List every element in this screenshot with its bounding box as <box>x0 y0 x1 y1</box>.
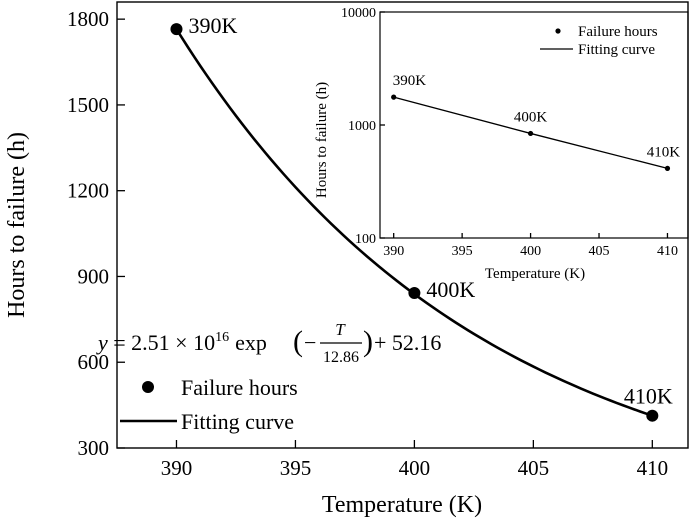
inset-y-tick-label: 100 <box>355 232 376 247</box>
main-y-tick-label: 1800 <box>67 7 109 31</box>
main-point-labels: 390K 400K 410K <box>188 13 672 409</box>
main-point <box>646 409 659 422</box>
main-y-tick-label: 900 <box>78 264 110 288</box>
inset-y-tick-label: 10000 <box>341 6 376 21</box>
fit-equation: y = 2.51 × 1016 exp ( − T 12.86 ) + 52.16 <box>96 320 441 366</box>
inset-legend: Failure hours Fitting curve <box>540 24 658 58</box>
inset-x-tick-label: 395 <box>452 244 473 259</box>
inset-legend-marker <box>555 28 561 34</box>
inset-point <box>664 165 671 171</box>
inset-plot: 390 395 400 405 410 100 1000 10000 390K 400K 410… <box>314 6 689 282</box>
inset-x-tick-label: 400 <box>520 244 541 259</box>
main-y-tick-label: 1500 <box>67 93 109 117</box>
inset-point-label: 390K <box>393 73 427 89</box>
equation-exp-func: exp <box>235 330 267 355</box>
equation-minus: − <box>304 330 316 355</box>
inset-point-labels: 390K 400K 410K <box>393 73 681 160</box>
equation-coefficient: = 2.51 × 10 <box>108 330 215 355</box>
equation-denominator: 12.86 <box>323 349 359 366</box>
main-x-tick-label: 400 <box>399 456 431 480</box>
main-x-tick-label: 410 <box>637 456 669 480</box>
main-x-tick-label: 405 <box>518 456 550 480</box>
inset-point <box>527 130 534 137</box>
inset-y-tick-label: 1000 <box>348 119 376 134</box>
inset-legend-label-curve: Fitting curve <box>578 42 655 58</box>
main-point-label: 400K <box>426 277 475 302</box>
main-x-tick-label: 390 <box>161 456 193 480</box>
main-point-label: 390K <box>188 13 237 38</box>
equation-numerator: T <box>335 320 346 339</box>
inset-x-tick-label: 390 <box>383 244 404 259</box>
main-y-tick-label: 600 <box>78 350 110 374</box>
main-x-axis: 390 395 400 405 410 <box>161 440 668 480</box>
main-x-tick-label: 395 <box>280 456 312 480</box>
inset-y-axis: 100 1000 10000 <box>341 6 385 247</box>
inset-point <box>391 94 397 100</box>
main-legend: Failure hours Fitting curve <box>120 375 298 434</box>
main-y-tick-label: 300 <box>78 436 110 460</box>
main-y-axis-label: Hours to failure (h) <box>4 132 30 318</box>
equation-paren-close: ) <box>363 325 373 358</box>
inset-x-axis: 390 395 400 405 410 <box>383 233 678 259</box>
equation-y: y <box>96 330 108 355</box>
inset-x-tick-label: 410 <box>657 244 678 259</box>
main-legend-label-curve: Fitting curve <box>181 409 294 434</box>
inset-legend-label-points: Failure hours <box>578 24 658 40</box>
main-legend-marker <box>142 381 154 393</box>
main-point <box>170 23 183 36</box>
equation-exponent: 16 <box>215 330 229 345</box>
inset-failure-points <box>391 94 671 171</box>
main-y-tick-label: 1200 <box>67 179 109 203</box>
inset-x-tick-label: 405 <box>589 244 610 259</box>
equation-text: y = 2.51 × 1016 exp <box>96 330 267 355</box>
inset-x-axis-label: Temperature (K) <box>485 266 585 282</box>
main-y-axis: 300 600 900 1200 1500 1800 <box>67 7 125 460</box>
inset-point-label: 400K <box>514 109 548 125</box>
equation-tail: + 52.16 <box>374 330 441 355</box>
equation-paren-open: ( <box>293 325 303 358</box>
main-failure-points <box>170 23 659 422</box>
main-plot: 390 395 400 405 410 300 600 900 1200 1500 1800 39… <box>4 1 689 518</box>
main-point-label: 410K <box>624 384 673 409</box>
main-point <box>408 287 421 300</box>
main-legend-label-points: Failure hours <box>181 375 298 400</box>
main-x-axis-label: Temperature (K) <box>322 492 482 518</box>
inset-point-label: 410K <box>647 144 681 160</box>
inset-y-axis-label: Hours to failure (h) <box>314 82 330 198</box>
